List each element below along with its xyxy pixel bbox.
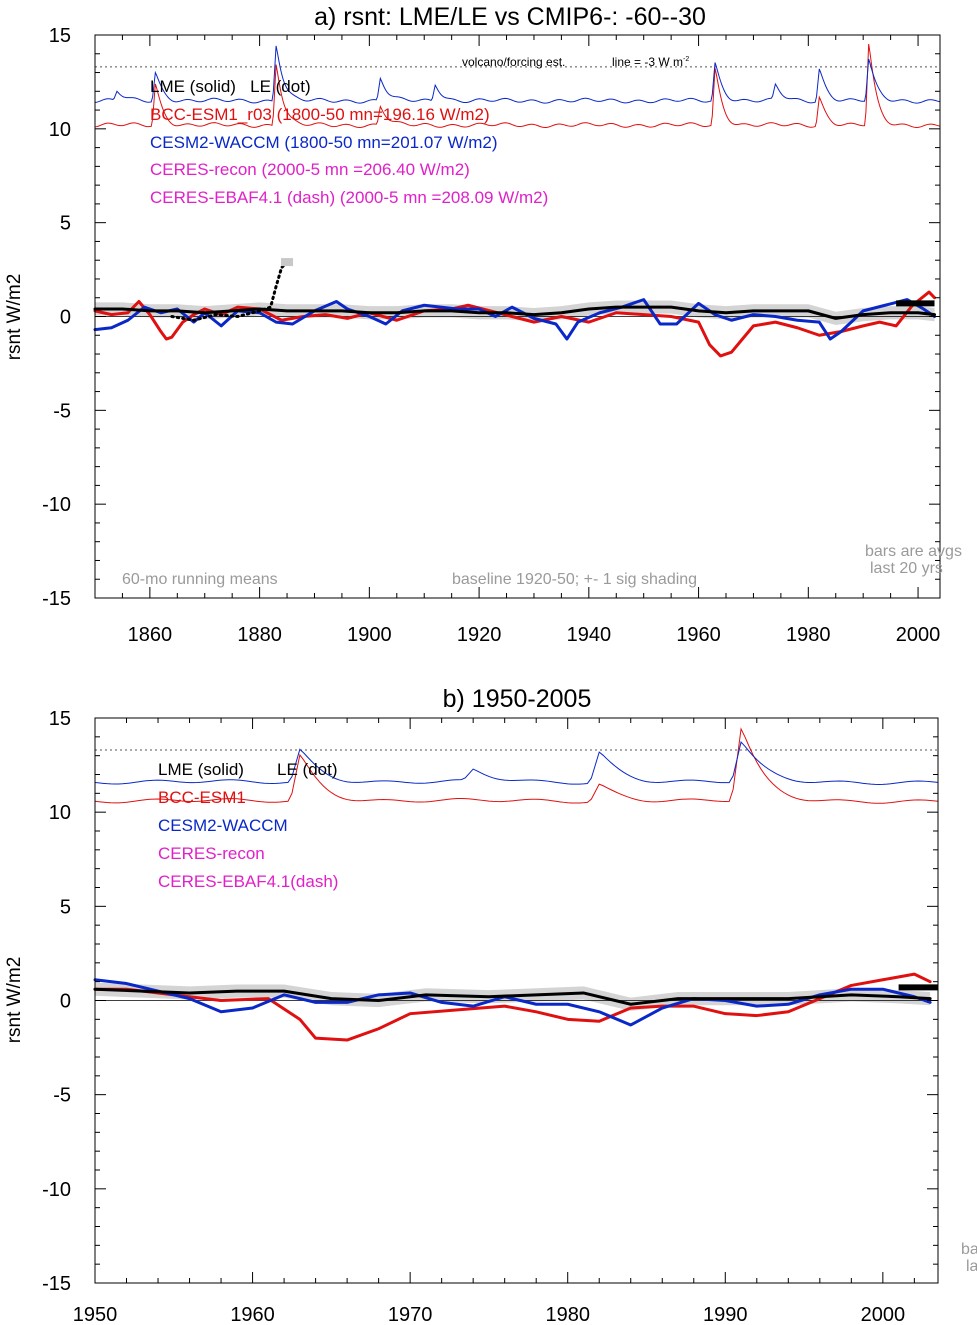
panel-b-title: b) 1950-2005 [443,685,592,713]
x-tick-label: 1980 [545,1304,590,1325]
panel-b: b) 1950-2005 rsnt W/m2 15 10 5 0 -5 -10 -15195… [4,685,977,1325]
panel-a-ylabel: rsnt W/m2 [4,274,25,361]
panel-b-series [93,972,932,1042]
x-tick-label: 1960 [230,1304,275,1325]
panel-b-legend-ceres-ebaf: CERES-EBAF4.1(dash) [158,872,338,891]
panel-a-axes: 15 10 5 0 -5 -10 -15 1860 1880 1900 1920 1940 1960 19… [42,25,940,646]
x-tick-label: 1950 [73,1304,118,1325]
series-line-lme-solid [93,987,932,1006]
panel-b-ylabel: rsnt W/m2 [4,957,25,1044]
le-endpoint-box [281,258,294,267]
panel-a-legend-ceres-recon: CERES-recon (2000-5 mn =206.40 W/m2) [150,160,470,179]
x-tick-label: 1990 [703,1304,748,1325]
y-tick-label: -10 [42,494,71,516]
panel-a-legend-ceres-ebaf: CERES-EBAF4.1 (dash) (2000-5 mn =208.09 … [150,188,548,207]
x-tick-label: 2000 [861,1304,906,1325]
y-tick-label: 15 [49,25,71,47]
panel-a-frame [94,34,941,599]
panel-a-legend-lme: LME (solid) LE (dot) [150,77,311,96]
y-tick-label: -15 [42,588,71,610]
panel-b-frame [94,717,939,1284]
y-tick-label: 10 [49,119,71,141]
y-tick-label: 0 [60,307,71,329]
forcing-line-bcc-esm1-r03 [94,43,941,129]
panel-b-legend-cesm: CESM2-WACCM [158,816,288,835]
series-line-bcc-esm1 [93,972,932,1042]
panel-b-forcing-lines [94,727,939,804]
panel-a-bars-note-1: bars are avgs [865,543,962,560]
series-line-bcc-esm1-r03 [93,290,937,358]
panel-a-legend-cesm: CESM2-WACCM (1800-50 mn=201.07 W/m2) [150,133,498,152]
x-tick-label: 1920 [457,624,502,646]
panel-a-series [93,258,937,358]
y-tick-label: 5 [60,896,71,918]
x-tick-label: 1860 [128,624,173,646]
y-tick-label: 15 [49,708,71,730]
panel-a-bars-note-2: last 20 yrs [870,560,943,577]
panel-a-forcing-lines [94,43,941,129]
forcing-line-cesm2-waccm [94,741,939,785]
x-tick-label: 2000 [896,624,941,646]
y-tick-label: -15 [42,1273,71,1295]
panel-a-line-note: line = -3 W m-2 [612,55,689,69]
panel-a-legend-bcc: BCC-ESM1_r03 (1800-50 mn=196.16 W/m2) [150,105,490,124]
x-tick-label: 1940 [567,624,612,646]
forcing-line-cesm2-waccm [94,45,941,104]
panel-b-bars-note-2: la [966,1258,977,1275]
forcing-line-bcc-esm1 [94,727,939,804]
panel-b-bars-note-1: ba [961,1241,977,1258]
y-tick-label: -5 [53,400,71,422]
panel-a-running-note: 60-mo running means [122,571,278,588]
y-tick-label: 5 [60,213,71,235]
panel-a-title: a) rsnt: LME/LE vs CMIP6-: -60--30 [314,3,706,31]
panel-a-volcano-note: volcano/forcing est. [462,55,565,69]
x-tick-label: 1960 [676,624,721,646]
panel-b-legend-ceres-recon: CERES-recon [158,844,265,863]
y-tick-label: 10 [49,802,71,824]
panel-a: a) rsnt: LME/LE vs CMIP6-: -60--30 rsnt … [4,3,962,646]
panel-b-legend-bcc: BCC-ESM1 [158,788,246,807]
x-tick-label: 1880 [237,624,282,646]
series-line-lme-solid [93,305,937,320]
x-tick-label: 1900 [347,624,392,646]
series-line-cesm2-waccm [93,978,932,1027]
y-tick-label: -5 [53,1085,71,1107]
y-tick-label: 0 [60,991,71,1013]
x-tick-label: 1980 [786,624,831,646]
panel-a-baseline-note: baseline 1920-50; +- 1 sig shading [452,571,697,588]
series-line-le-dot [170,260,289,322]
x-tick-label: 1970 [388,1304,433,1325]
panel-a-line-note-main: line = -3 W m [612,55,683,69]
y-tick-label: -10 [42,1179,71,1201]
panel-a-line-note-sup: -2 [683,56,689,63]
panel-b-legend-lme: LME (solid) LE (dot) [158,760,338,779]
